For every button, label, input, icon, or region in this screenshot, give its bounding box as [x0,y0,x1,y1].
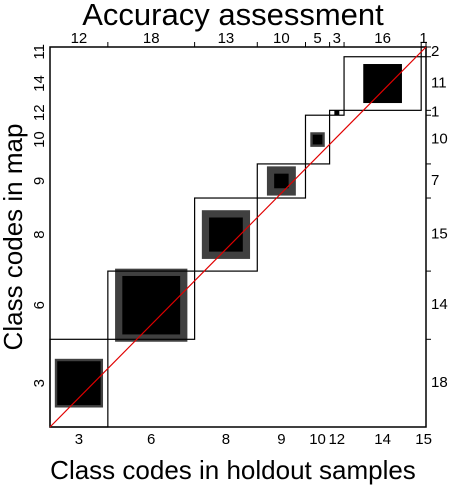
chart-title: Accuracy assessment [82,0,384,32]
black-box [274,173,289,189]
top-count-label: 10 [273,30,290,47]
x-tick-label: 9 [277,431,285,448]
top-count-label: 3 [333,30,341,47]
y-axis-label: Class codes in map [0,124,28,351]
class-box [304,114,331,165]
class-box [328,109,345,116]
diagonal [49,46,427,428]
y-tick-label: 11 [31,44,48,60]
y-tick-label: 12 [31,104,48,121]
y-tick-label: 6 [31,301,48,309]
class-box [194,197,258,272]
x-tick-label: 6 [147,431,155,448]
right-count-label: 14 [431,296,448,313]
top-count-label: 1 [419,30,427,47]
x-tick-label: 12 [328,431,345,448]
top-count-label: 16 [374,30,391,47]
class-box [343,56,422,111]
right-count-label: 2 [431,43,439,60]
top-count-label: 18 [143,30,160,47]
top-count-label: 13 [218,30,235,47]
y-tick-label: 14 [31,75,48,92]
class-box [49,338,109,428]
x-tick-label: 15 [415,431,432,448]
x-axis-label: Class codes in holdout samples [50,455,416,485]
black-box [312,134,323,145]
black-box [122,275,181,335]
x-tick-label: 14 [374,431,391,448]
x-tick-label: 10 [309,431,326,448]
right-count-label: 10 [431,131,448,148]
y-tick-label: 3 [31,379,48,387]
plot-frame [49,46,427,428]
right-count-label: 7 [431,172,439,189]
class-box [107,270,196,340]
black-box [363,64,402,104]
black-box [209,217,243,252]
y-tick-label: 10 [31,131,48,148]
right-count-label: 11 [431,75,447,92]
top-count-label: 12 [71,30,88,47]
y-tick-label: 9 [31,177,48,185]
x-tick-label: 3 [75,431,83,448]
right-count-label: 1 [431,104,439,121]
class-box [256,163,307,199]
right-count-label: 15 [431,226,448,243]
black-box [334,110,340,116]
top-count-label: 5 [313,30,321,47]
y-tick-label: 8 [31,230,48,238]
right-count-label: 18 [431,374,448,391]
x-tick-label: 8 [222,431,230,448]
